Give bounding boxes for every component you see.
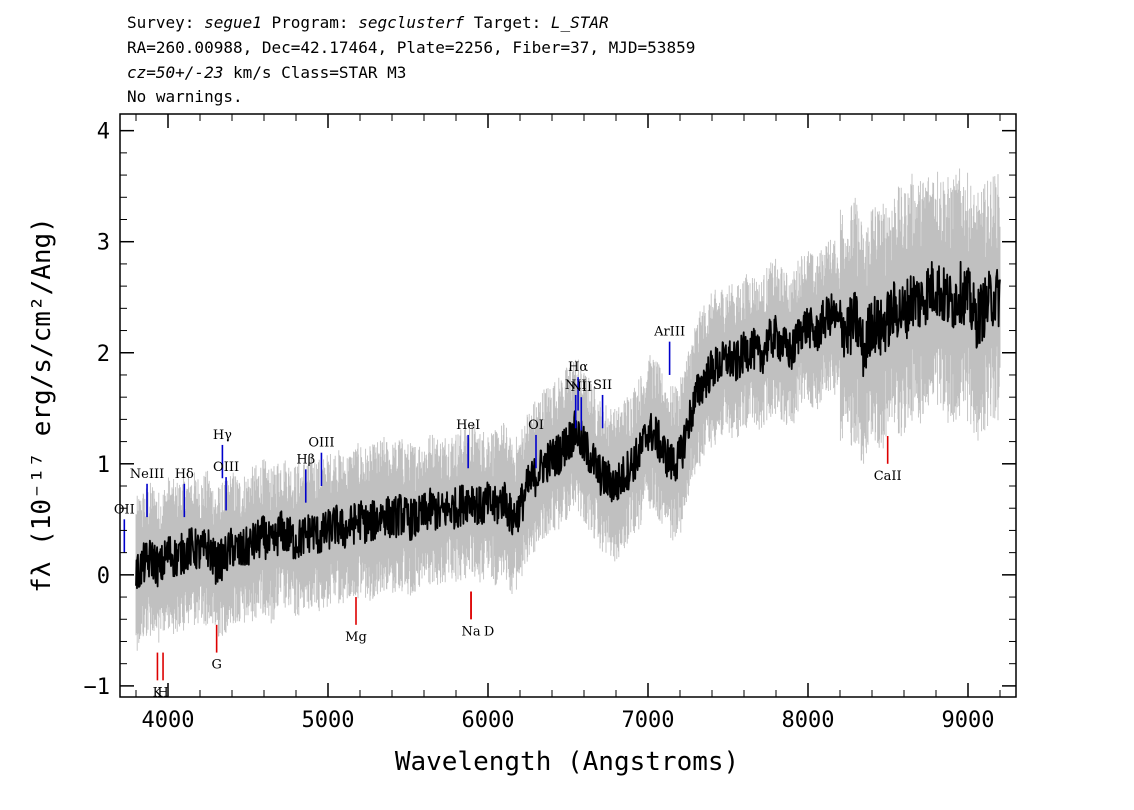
x-axis: 4000 5000 6000 7000 8000 9000 bbox=[135, 114, 1001, 733]
plot-content bbox=[135, 168, 1001, 651]
class-value: km/s Class=STAR M3 bbox=[223, 63, 406, 82]
y-axis: −1 0 1 2 3 4 bbox=[84, 120, 1016, 700]
header-line-1: Survey: segue1 Program: segclusterf Targ… bbox=[127, 13, 609, 32]
flux-layer bbox=[135, 260, 1001, 590]
y-tick-label: 3 bbox=[97, 231, 110, 256]
error-band-path bbox=[135, 168, 1001, 651]
emission-line-label: NII bbox=[570, 380, 592, 395]
absorption-line-label: H bbox=[157, 685, 168, 700]
target-value: L_STAR bbox=[551, 13, 609, 32]
emission-line-label: HeI bbox=[456, 418, 480, 433]
x-tick-label: 9000 bbox=[942, 708, 995, 733]
y-tick-label: 4 bbox=[97, 120, 110, 145]
survey-label: Survey: bbox=[127, 13, 204, 32]
emission-line-label: ArIII bbox=[653, 325, 685, 340]
emission-line-label: Hα bbox=[568, 360, 588, 375]
flux-series-line bbox=[135, 260, 1001, 590]
x-tick-label: 4000 bbox=[142, 708, 195, 733]
x-tick-label: 7000 bbox=[622, 708, 675, 733]
x-tick-label: 8000 bbox=[782, 708, 835, 733]
program-label: Program: bbox=[262, 13, 358, 32]
x-tick-label: 6000 bbox=[462, 708, 515, 733]
emission-line-label: NII bbox=[565, 378, 587, 393]
emission-line-label: NeIII bbox=[130, 467, 164, 482]
absorption-line-label: D bbox=[484, 624, 494, 639]
y-tick-label: 0 bbox=[97, 564, 110, 589]
x-tick-label: 5000 bbox=[302, 708, 355, 733]
plot-frame bbox=[119, 113, 1017, 698]
absorption-line-label: K bbox=[153, 685, 163, 700]
emission-line-label: Hβ bbox=[296, 452, 315, 467]
program-value: segclusterf bbox=[358, 13, 464, 32]
error-band bbox=[135, 168, 1001, 651]
header-line-2: RA=260.00988, Dec=42.17464, Plate=2256, … bbox=[127, 38, 695, 57]
emission-line-label: Hγ bbox=[213, 428, 232, 443]
emission-line-label: OI bbox=[528, 418, 544, 433]
emission-line-label: OIII bbox=[308, 436, 334, 451]
emission-line-label: Hδ bbox=[175, 467, 194, 482]
emission-line-label: OII bbox=[114, 502, 135, 517]
redshift-value: cz=50+/-23 bbox=[127, 63, 223, 82]
x-axis-title: Wavelength (Angstroms) bbox=[395, 747, 739, 777]
emission-line-label: SII bbox=[593, 378, 612, 393]
emission-line-label: OIII bbox=[213, 460, 239, 475]
survey-value: segue1 bbox=[204, 13, 262, 32]
y-tick-label: 2 bbox=[97, 342, 110, 367]
y-axis-title: fλ (10⁻¹⁷ erg/s/cm²/Ang) bbox=[27, 217, 57, 593]
target-label: Target: bbox=[464, 13, 551, 32]
absorption-line-label: Na bbox=[461, 624, 480, 639]
header: Survey: segue1 Program: segclusterf Targ… bbox=[127, 13, 695, 106]
header-line-4: No warnings. bbox=[127, 87, 243, 106]
y-tick-label: 1 bbox=[97, 453, 110, 478]
y-tick-label: −1 bbox=[84, 675, 111, 700]
absorption-line-label: Mg bbox=[345, 630, 367, 645]
header-line-3: cz=50+/-23 km/s Class=STAR M3 bbox=[127, 63, 406, 82]
absorption-line-label: CaII bbox=[874, 469, 902, 484]
absorption-line-label: G bbox=[211, 658, 221, 673]
